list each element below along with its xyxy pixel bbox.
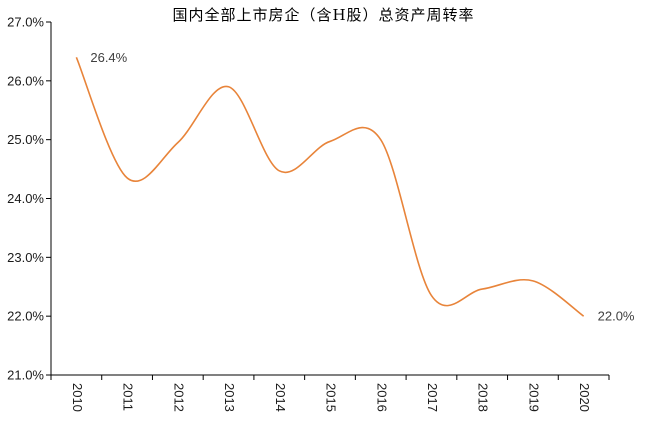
- x-tick-label: 2020: [577, 383, 592, 412]
- data-point: [125, 176, 129, 180]
- y-axis: 21.0% 22.0% 23.0% 24.0% 25.0% 26.0% 27.0%: [7, 15, 52, 383]
- x-axis: 2010 2011 2012 2013 2014 2015 2016 2017 2018 2019…: [50, 374, 610, 412]
- y-tick-label: 24.0%: [7, 191, 44, 206]
- data-point: [480, 287, 484, 291]
- data-point: [227, 85, 231, 89]
- y-tick-label: 26.0%: [7, 73, 44, 88]
- x-tick-label: 2017: [425, 383, 440, 412]
- x-tick-label: 2013: [222, 383, 237, 412]
- y-tick-label: 23.0%: [7, 250, 44, 265]
- data-point: [379, 138, 383, 142]
- data-point: [277, 169, 281, 173]
- data-point: [429, 294, 433, 298]
- x-tick-label: 2010: [70, 383, 85, 412]
- data-point: [74, 55, 78, 59]
- data-label: 22.0%: [598, 309, 635, 324]
- y-tick-label: 25.0%: [7, 132, 44, 147]
- x-tick-label: 2011: [121, 383, 136, 411]
- series-line: [75, 56, 585, 317]
- x-tick-label: 2015: [324, 383, 339, 412]
- data-point: [328, 139, 332, 143]
- data-point: [531, 279, 535, 283]
- y-tick-label: 21.0%: [7, 368, 44, 383]
- x-tick-label: 2016: [374, 383, 389, 412]
- x-tick-label: 2019: [526, 383, 541, 412]
- series-group: [74, 55, 586, 318]
- data-point: [582, 314, 586, 318]
- y-tick-label: 27.0%: [7, 15, 44, 30]
- chart-title: 国内全部上市房企（含H股）总资产周转率: [172, 6, 475, 24]
- data-label: 26.4%: [90, 50, 127, 65]
- data-point: [176, 141, 180, 145]
- x-tick-label: 2012: [171, 383, 186, 412]
- x-tick-label: 2018: [476, 383, 491, 412]
- x-tick-label: 2014: [273, 383, 288, 412]
- y-tick-label: 22.0%: [7, 309, 44, 324]
- data-labels: 26.4% 22.0%: [90, 50, 635, 324]
